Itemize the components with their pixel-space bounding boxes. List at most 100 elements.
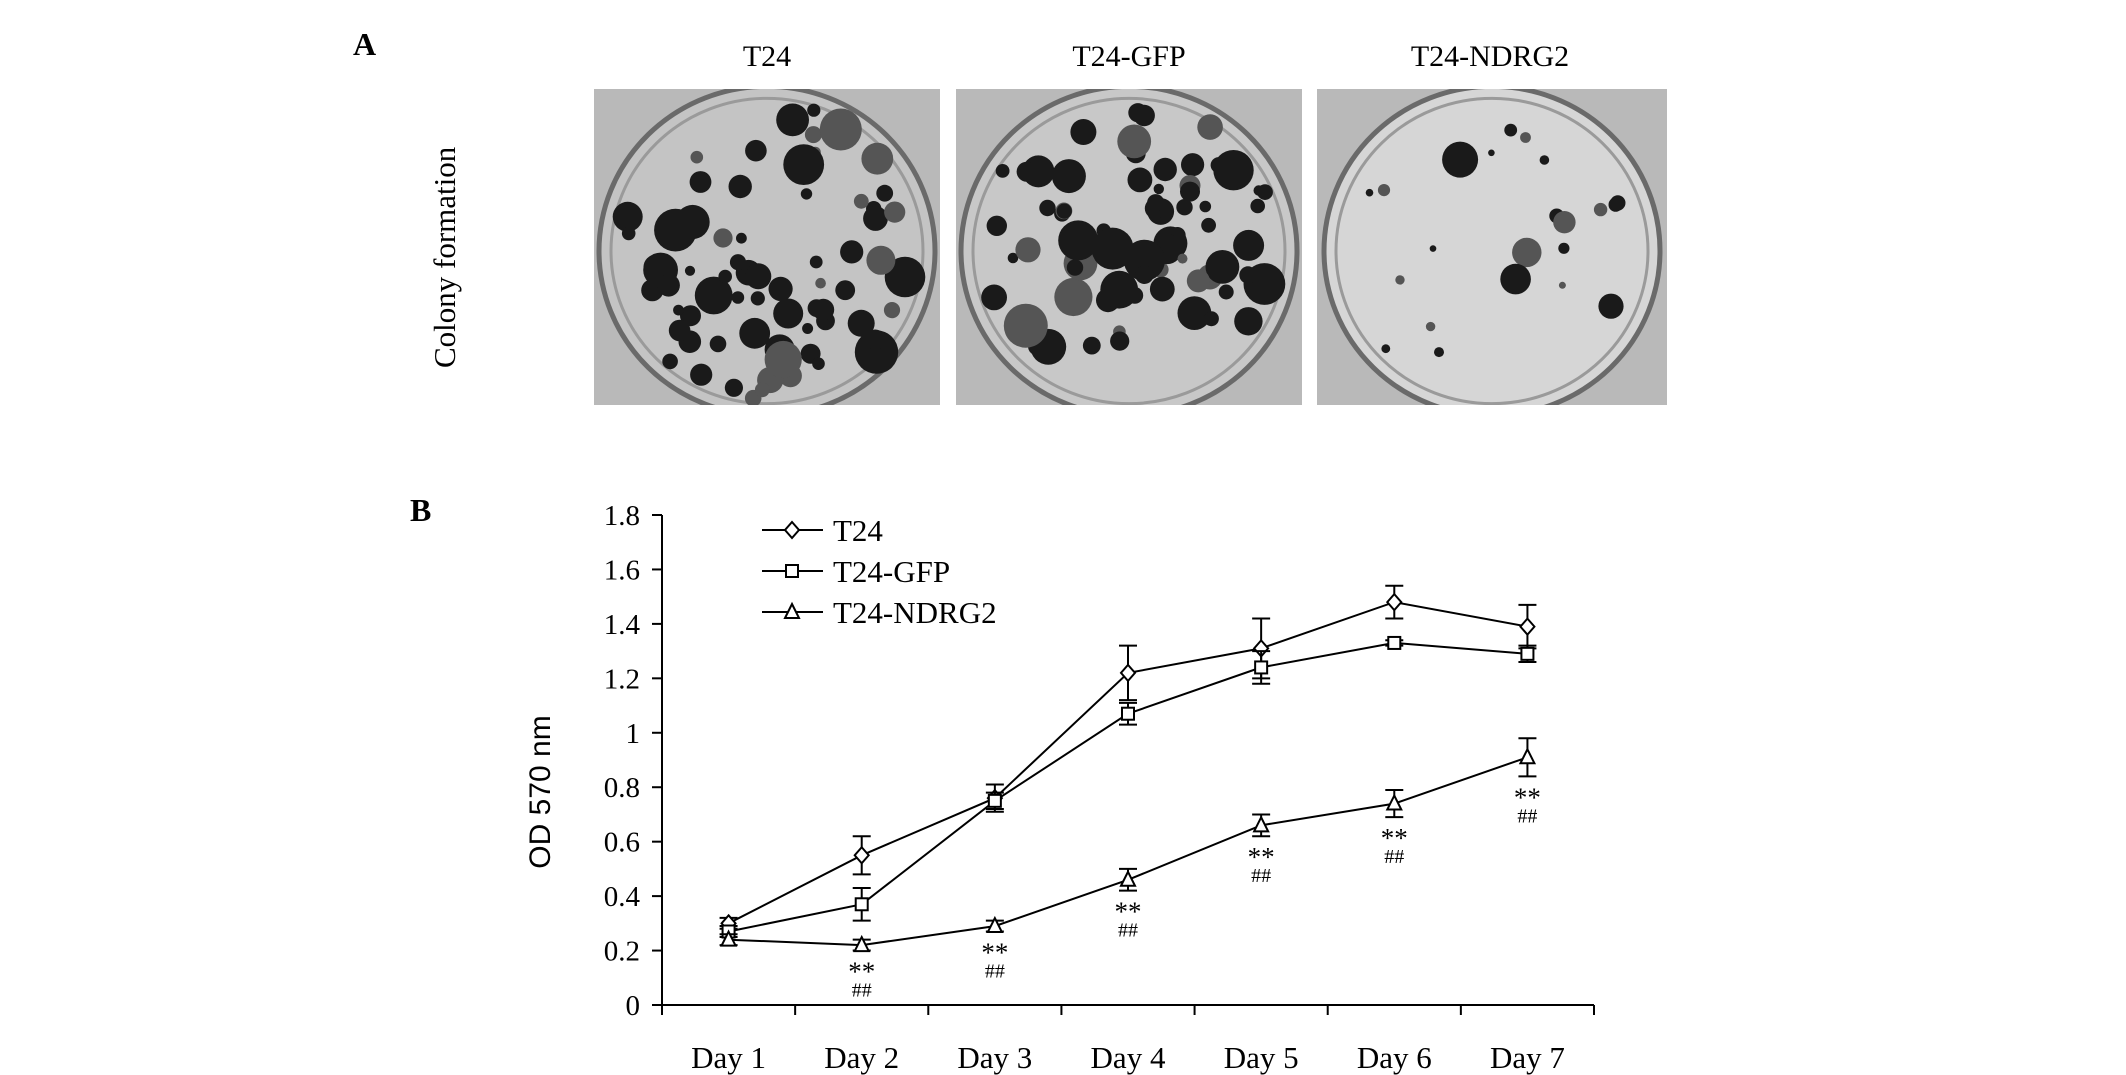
- colony: [812, 298, 835, 321]
- colony: [1377, 184, 1391, 197]
- colony-plate-photo-t24-gfp: [956, 89, 1302, 405]
- marker-diamond: [783, 520, 801, 540]
- colony: [1133, 104, 1155, 127]
- colony: [1016, 161, 1037, 182]
- colony: [1239, 266, 1257, 284]
- marker-diamond: [1385, 592, 1403, 612]
- col-label-t24-gfp: T24-GFP: [1072, 40, 1186, 73]
- colony: [865, 329, 886, 350]
- colony: [773, 298, 804, 329]
- colony: [1135, 265, 1154, 284]
- colony: [1593, 202, 1608, 217]
- colony: [800, 188, 813, 200]
- marker-diamond: [1252, 638, 1270, 658]
- colony: [731, 291, 745, 304]
- colony: [709, 335, 727, 353]
- y-tick-label: 1.8: [604, 500, 640, 532]
- colony: [1149, 276, 1175, 302]
- colony: [662, 353, 678, 370]
- colony: [1051, 159, 1086, 194]
- significance-hashes: ##: [1517, 805, 1537, 827]
- colony: [1442, 141, 1479, 178]
- colony: [1177, 253, 1188, 264]
- colony: [1054, 277, 1093, 317]
- colony: [981, 284, 1007, 311]
- colony-plate-photo-t24-ndrg2: [1317, 89, 1667, 405]
- colony: [1153, 157, 1177, 182]
- colony: [1205, 250, 1240, 284]
- colony: [1381, 344, 1391, 354]
- colony: [684, 265, 696, 276]
- x-tick-label: Day 4: [1091, 1040, 1166, 1075]
- colony: [1213, 150, 1254, 191]
- colony: [1500, 263, 1531, 295]
- y-tick-label: 0.8: [604, 772, 640, 804]
- colony: [1153, 183, 1164, 195]
- colony: [1257, 184, 1273, 200]
- colony: [1181, 153, 1205, 177]
- colony: [694, 276, 733, 315]
- x-tick-label: Day 6: [1357, 1040, 1432, 1075]
- colony: [883, 302, 901, 319]
- petri-dish-rim: [609, 96, 925, 405]
- colony: [1553, 211, 1576, 234]
- colony: [1199, 200, 1212, 213]
- x-tick-label: Day 3: [957, 1040, 1032, 1075]
- colony: [1015, 237, 1041, 263]
- significance-stars: **: [1381, 823, 1408, 853]
- colony: [1218, 284, 1234, 300]
- marker-triangle: [783, 601, 801, 619]
- colony: [1100, 270, 1139, 309]
- marker-diamond: [986, 788, 1004, 808]
- colony-plate-photo-t24: [594, 89, 940, 405]
- marker-triangle: [1252, 815, 1270, 833]
- marker-square: [1254, 660, 1269, 675]
- petri-dish-rim: [971, 96, 1287, 405]
- colony: [1504, 123, 1518, 137]
- colony: [853, 193, 869, 209]
- legend-item-t24: T24: [762, 513, 883, 548]
- legend-label: T24-NDRG2: [833, 595, 997, 630]
- colony: [739, 317, 771, 349]
- legend-label: T24: [833, 513, 883, 548]
- legend-item-t24-ndrg2: T24-NDRG2: [762, 595, 997, 630]
- colony: [1082, 336, 1101, 355]
- colony: [768, 276, 793, 301]
- colony: [802, 323, 814, 334]
- colony: [1197, 114, 1223, 140]
- colony: [995, 164, 1010, 178]
- colony: [1091, 227, 1134, 270]
- significance-stars: **: [981, 938, 1008, 968]
- colony: [675, 204, 710, 240]
- colony: [1250, 198, 1265, 214]
- series-line: [728, 756, 1528, 947]
- colony: [657, 274, 680, 297]
- colony: [876, 184, 894, 202]
- colony: [819, 108, 862, 151]
- colony: [745, 263, 772, 290]
- colony: [1610, 195, 1626, 211]
- y-tick-label: 1.2: [604, 663, 640, 695]
- significance-hashes: ##: [1251, 865, 1271, 887]
- significance-hashes: ##: [1384, 846, 1404, 868]
- x-tick-label: Day 7: [1490, 1040, 1565, 1075]
- marker-square: [987, 793, 1002, 808]
- colony: [1147, 194, 1165, 212]
- colony: [668, 319, 691, 342]
- colony: [809, 255, 823, 269]
- significance-hashes: ##: [1118, 920, 1138, 942]
- colony: [884, 201, 906, 223]
- x-tick-label: Day 1: [691, 1040, 766, 1075]
- colony: [1365, 188, 1374, 197]
- colony: [866, 245, 896, 275]
- colony: [884, 256, 926, 298]
- marker-square: [1387, 635, 1402, 650]
- significance-stars: **: [1514, 782, 1541, 812]
- colony: [1176, 199, 1193, 216]
- colony: [1056, 203, 1072, 219]
- series-t24-ndrg2: [719, 737, 1537, 953]
- colony: [690, 150, 704, 164]
- marker-triangle: [1119, 869, 1137, 887]
- col-label-t24-ndrg2: T24-NDRG2: [1410, 40, 1570, 73]
- marker-diamond: [1119, 663, 1137, 683]
